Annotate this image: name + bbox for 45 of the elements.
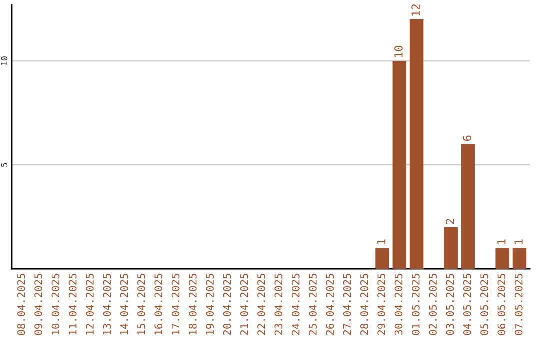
bar — [496, 248, 510, 269]
x-tick-label: 15.04.2025 — [138, 274, 146, 335]
x-tick-label: 29.04.2025 — [378, 274, 386, 336]
x-tick-label: 30.04.2025 — [394, 274, 403, 336]
bar — [410, 20, 424, 269]
bar — [392, 61, 407, 269]
bar — [461, 144, 476, 269]
x-tick-label: 12.04.2025 — [86, 274, 94, 335]
x-tick-label: 21.04.2025 — [240, 274, 248, 336]
x-tick-label: 24.04.2025 — [292, 274, 300, 336]
x-tick-label: 07.05.2025 — [514, 274, 523, 336]
x-tick-label: 14.04.2025 — [120, 274, 128, 335]
x-tick-label: 26.04.2025 — [326, 274, 334, 336]
x-tick-label: 25.04.2025 — [309, 274, 317, 336]
data-label: 2 — [446, 219, 454, 224]
x-tick-label: 13.04.2025 — [103, 274, 112, 335]
x-tick-label: 01.05.2025 — [412, 274, 420, 336]
x-tick-label: 02.05.2025 — [429, 274, 437, 336]
x-tick-label: 17.04.2025 — [172, 274, 180, 335]
x-tick-label: 16.04.2025 — [154, 274, 163, 335]
data-label: 12 — [412, 4, 420, 16]
x-tick-label: 28.04.2025 — [360, 274, 368, 336]
data-label: 1 — [377, 240, 386, 244]
x-tick-label: 09.04.2025 — [34, 274, 42, 336]
bar — [512, 248, 527, 269]
x-tick-label: 19.04.2025 — [206, 274, 214, 335]
data-label: 6 — [463, 136, 472, 142]
x-tick-label: 10.04.2025 — [52, 274, 60, 335]
x-tick-label: 06.05.2025 — [498, 274, 506, 336]
bar — [444, 227, 458, 269]
bar — [376, 248, 390, 269]
x-tick-label: 22.04.2025 — [258, 274, 266, 336]
data-label: 1 — [514, 240, 523, 244]
x-tick-label: 20.04.2025 — [223, 274, 232, 336]
x-tick-label: 08.04.2025 — [17, 274, 26, 336]
x-tick-label: 05.05.2025 — [480, 274, 488, 336]
x-tick-label: 18.04.2025 — [188, 274, 197, 335]
x-tick-label: 27.04.2025 — [343, 274, 352, 336]
x-tick-label: 23.04.2025 — [274, 274, 283, 336]
x-tick-label: 03.05.2025 — [446, 274, 454, 336]
x-tick-label: 04.05.2025 — [463, 274, 472, 336]
data-label: 1 — [498, 240, 506, 244]
y-tick-label: 5 — [1, 163, 8, 167]
x-tick-label: 11.04.2025 — [68, 274, 77, 335]
data-label: 10 — [394, 46, 403, 58]
